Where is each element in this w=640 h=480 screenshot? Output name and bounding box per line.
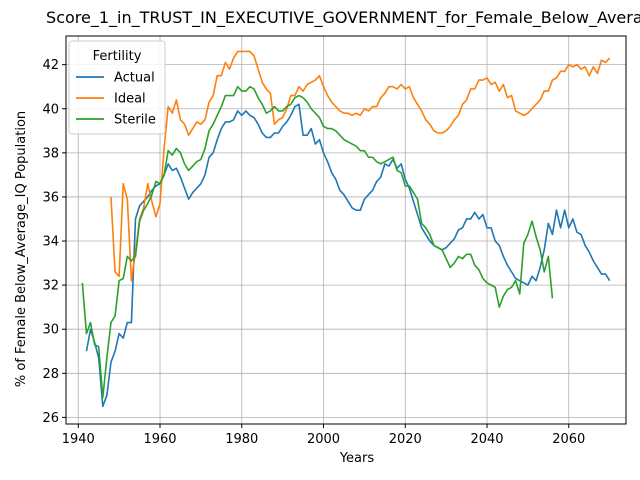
legend: Fertility Actual Ideal Sterile [68, 40, 166, 135]
plot-frame [65, 35, 627, 425]
legend-label-sterile: Sterile [114, 113, 156, 128]
x-tick-label: 2000 [307, 432, 340, 447]
legend-label-actual: Actual [114, 71, 155, 86]
y-tick-label: 28 [42, 367, 59, 382]
y-tick-label: 26 [42, 411, 59, 426]
series-line-sterile [81, 85, 554, 399]
series-line-actual [85, 103, 611, 408]
legend-label-ideal: Ideal [114, 92, 146, 107]
x-tick-label: 2060 [552, 432, 585, 447]
y-tick-label: 40 [42, 102, 59, 117]
y-tick-label: 36 [42, 190, 59, 205]
x-tick-label: 1980 [225, 432, 258, 447]
x-tick-label: 1940 [62, 432, 95, 447]
y-tick-label: 42 [42, 58, 59, 73]
y-tick-label: 32 [42, 279, 59, 294]
x-axis-label: Years [339, 451, 375, 466]
x-tick-label: 1960 [143, 432, 176, 447]
y-tick-label: 38 [42, 146, 59, 161]
x-tick-label: 2020 [389, 432, 422, 447]
series-lines [81, 50, 611, 408]
chart-title: Score_1_in_TRUST_IN_EXECUTIVE_GOVERNMENT… [46, 8, 640, 28]
legend-title: Fertility [93, 49, 142, 64]
y-tick-label: 34 [42, 235, 59, 250]
y-axis-label: % of Female Below_Average_IQ Population [14, 111, 29, 387]
y-axis-ticks: 26 28 30 32 34 36 38 40 42 [42, 58, 66, 426]
series-line-ideal [110, 50, 611, 282]
y-tick-label: 30 [42, 323, 59, 338]
x-tick-label: 2040 [470, 432, 503, 447]
x-axis-ticks: 1940 1960 1980 2000 2020 2040 2060 [62, 424, 585, 447]
